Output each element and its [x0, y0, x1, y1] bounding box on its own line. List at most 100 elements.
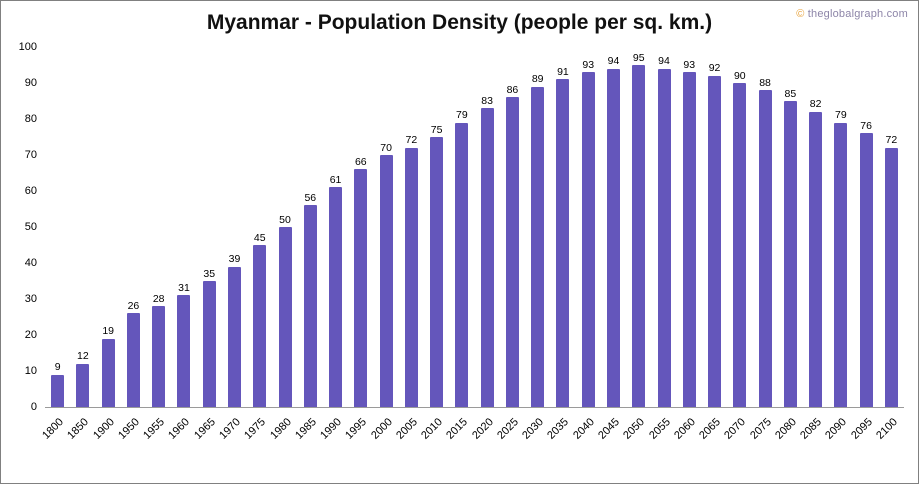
y-tick-label: 30: [24, 293, 37, 305]
bar: [733, 83, 747, 407]
bar-value-label: 28: [152, 292, 165, 305]
bar-slot: 76: [854, 47, 879, 407]
x-tick-label: 2100: [874, 416, 900, 442]
bar-slot: 94: [601, 47, 626, 407]
bar-value-label: 92: [708, 62, 721, 75]
x-tick-label: 2030: [520, 416, 547, 442]
bar-slot: 85: [778, 47, 803, 407]
bar-value-label: 70: [380, 141, 392, 154]
bar: [556, 79, 570, 407]
bar-slot: 82: [803, 47, 828, 407]
bar-slot: 94: [651, 47, 676, 407]
bar-value-label: 12: [77, 350, 89, 363]
bar-slot: 93: [677, 47, 702, 407]
bar-value-label: 79: [456, 109, 468, 122]
y-tick-label: 10: [24, 365, 37, 377]
bar-value-label: 93: [582, 58, 595, 71]
bar-slot: 61: [323, 47, 348, 407]
bar: [51, 374, 65, 407]
x-tick-label: 1950: [116, 416, 142, 442]
x-tick-label: 2095: [848, 416, 875, 442]
bar: [531, 86, 545, 407]
bar-value-label: 39: [228, 253, 241, 266]
bar-value-label: 72: [405, 134, 418, 147]
bar-slot: 39: [222, 47, 247, 407]
bar-slot: 92: [702, 47, 727, 407]
x-tick-label: 2005: [394, 416, 420, 442]
bar: [430, 137, 444, 407]
bar-slot: 72: [879, 47, 904, 407]
bar-slot: 75: [424, 47, 449, 407]
bar-value-label: 93: [683, 58, 696, 71]
x-tick-label: 2090: [823, 416, 850, 442]
x-tick-label: 1990: [318, 416, 345, 442]
y-tick-label: 20: [24, 329, 37, 341]
bar: [682, 72, 696, 407]
bar-value-label: 31: [178, 281, 190, 294]
y-tick-label: 0: [30, 401, 37, 413]
bar: [101, 338, 115, 407]
bar: [480, 108, 494, 407]
x-tick-label: 1985: [292, 416, 319, 442]
y-tick-label: 40: [24, 257, 37, 269]
bar-value-label: 91: [557, 65, 569, 78]
bar-value-label: 88: [759, 76, 771, 89]
x-tick-label: 1960: [166, 416, 193, 442]
x-tick-label: 1980: [267, 416, 294, 442]
bar-slot: 35: [197, 47, 222, 407]
bar-value-label: 72: [885, 134, 898, 147]
bar: [834, 122, 848, 407]
bar-value-label: 85: [784, 87, 797, 100]
bar: [758, 90, 772, 407]
bar-value-label: 75: [430, 123, 443, 136]
bar: [202, 281, 216, 407]
bar: [708, 75, 722, 407]
bar: [783, 101, 797, 407]
bar-value-label: 94: [607, 55, 620, 68]
x-tick-label: 2060: [671, 416, 698, 442]
x-tick-label: 2085: [798, 416, 825, 442]
x-tick-label: 1965: [191, 416, 218, 442]
bar: [606, 68, 620, 407]
bar-slot: 28: [146, 47, 171, 407]
x-tick-label: 2000: [368, 416, 395, 442]
bar-slot: 56: [298, 47, 323, 407]
bar: [657, 68, 671, 407]
bar-value-label: 45: [253, 231, 266, 244]
bar: [278, 227, 292, 407]
plot-area: 9 12 19 26 28 31 35 39 45 50 56 61 66 70 72 75 79 83 86 89 9…: [45, 47, 904, 408]
bar: [404, 147, 418, 407]
x-tick-label: 2080: [773, 416, 799, 442]
bar-value-label: 90: [733, 69, 746, 82]
x-tick-label: 2050: [621, 416, 648, 442]
bar: [303, 205, 317, 407]
bar-value-label: 83: [481, 94, 493, 107]
bar-value-label: 50: [279, 213, 291, 226]
bar-value-label: 95: [632, 51, 645, 64]
x-tick-label: 2035: [545, 416, 572, 442]
bar: [329, 187, 343, 407]
bar: [581, 72, 595, 407]
bar-slot: 86: [500, 47, 525, 407]
x-axis: 1800 1850 1900 1950 1955 1960 1965 1970 1975 1980…: [40, 408, 904, 460]
x-tick-label: 1850: [65, 416, 92, 442]
bar-slot: 79: [828, 47, 853, 407]
bar-slot: 19: [96, 47, 121, 407]
y-tick-label: 80: [24, 113, 37, 125]
x-tick-label: 1800: [40, 416, 67, 442]
bar-slot: 70: [373, 47, 398, 407]
x-tick-label: 1995: [343, 416, 370, 442]
bar: [152, 306, 166, 407]
x-tick-label: 2020: [469, 416, 496, 442]
bar: [809, 111, 823, 407]
bar-slot: 93: [576, 47, 601, 407]
bar-slot: 95: [626, 47, 651, 407]
bar-slot: 9: [45, 47, 70, 407]
x-tick-label: 2010: [419, 416, 446, 442]
bar-slot: 66: [348, 47, 373, 407]
x-tick-label: 2070: [722, 416, 749, 442]
chart-area: 0 10 20 30 40 50 60 70 80 90 100 9 12 19 26 28 31 35 39 45…: [1, 41, 918, 460]
x-tick-label: 1970: [217, 416, 243, 442]
x-tick-label: 2065: [697, 416, 724, 442]
bar-slot: 79: [449, 47, 474, 407]
